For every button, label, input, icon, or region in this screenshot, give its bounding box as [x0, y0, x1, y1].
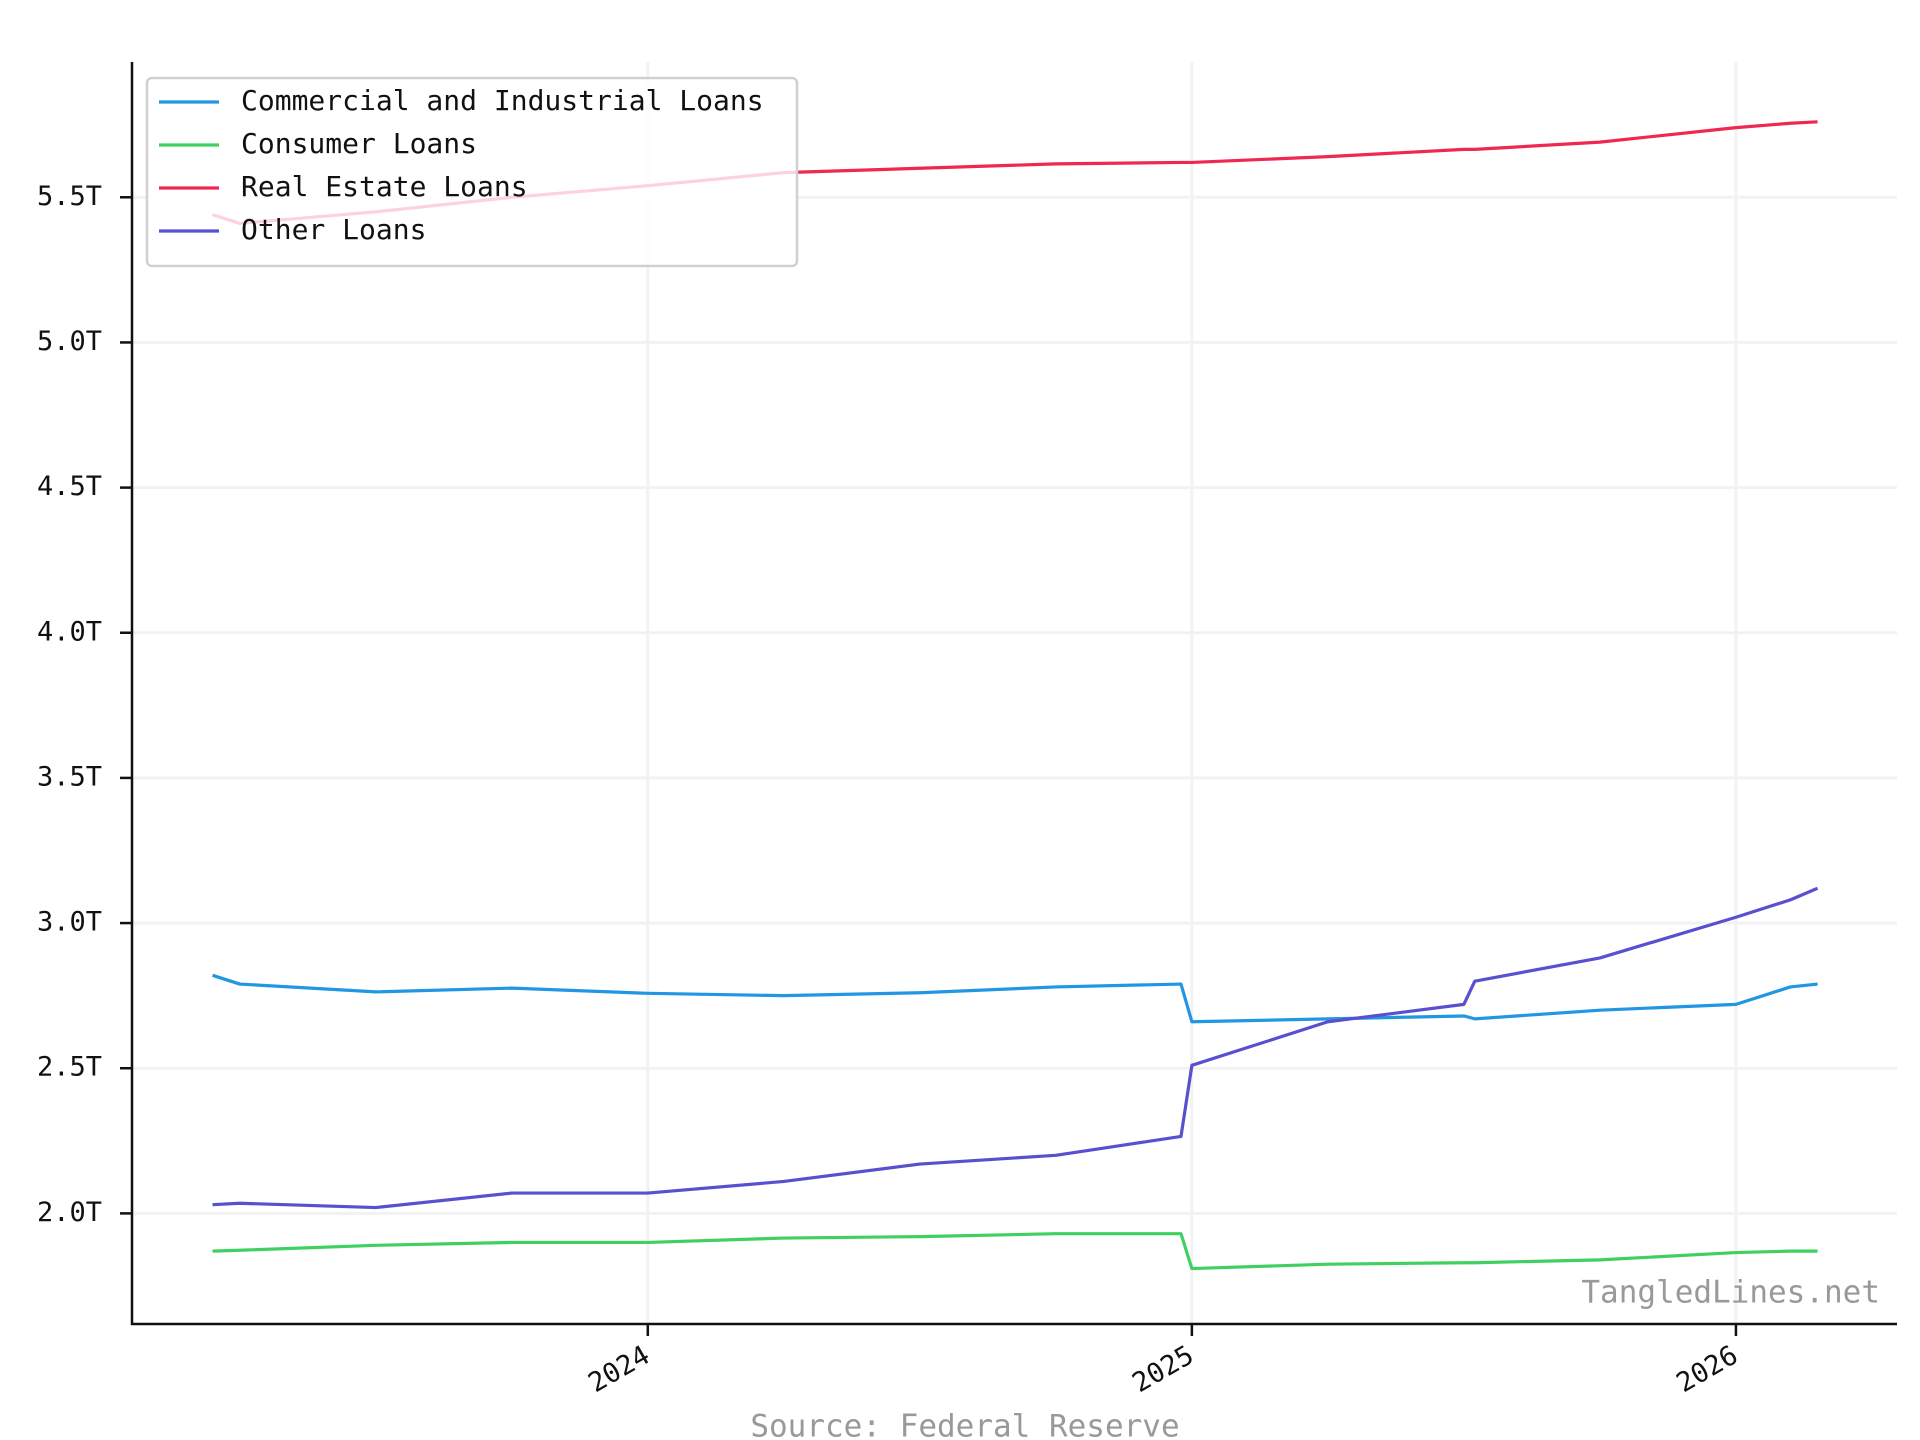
x-tick-label: 2024 — [583, 1340, 655, 1399]
y-tick-label: 3.5T — [37, 761, 102, 792]
legend: Commercial and Industrial Loans Consumer … — [145, 76, 799, 268]
y-tick-label: 2.5T — [37, 1052, 102, 1083]
y-tick-label: 4.5T — [37, 471, 102, 502]
legend-box — [145, 76, 799, 268]
legend-label: Commercial and Industrial Loans — [241, 84, 764, 117]
legend-label: Other Loans — [241, 213, 426, 246]
watermark: TangledLines.net — [1581, 1275, 1880, 1311]
y-tick-label: 2.0T — [37, 1197, 102, 1228]
series-line — [212, 886, 1819, 1210]
series-line — [212, 973, 1818, 1024]
y-tick-label: 4.0T — [37, 616, 102, 647]
y-tick-label: 3.0T — [37, 907, 102, 938]
y-tick-label: 5.0T — [37, 326, 102, 357]
series-line — [212, 1232, 1818, 1271]
legend-label: Real Estate Loans — [241, 170, 528, 203]
x-tick-label: 2026 — [1671, 1340, 1743, 1399]
grid — [132, 62, 1897, 1324]
plot-area — [212, 120, 1819, 1271]
x-tick-label: 2025 — [1127, 1340, 1199, 1399]
y-tick-label: 5.5T — [37, 181, 102, 212]
source-note: Source: Federal Reserve — [750, 1409, 1179, 1440]
legend-label: Consumer Loans — [241, 127, 477, 160]
